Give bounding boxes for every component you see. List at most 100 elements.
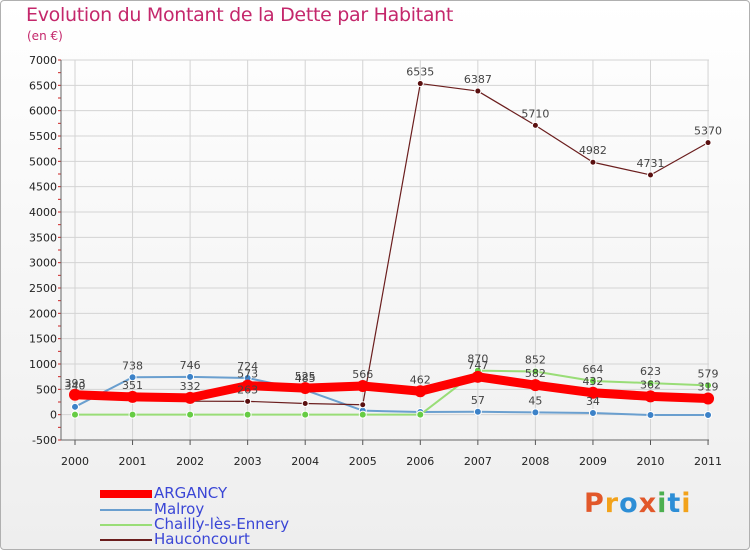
data-label-hauconcourt: 6535 <box>406 66 434 79</box>
y-tick-label: -500 <box>32 434 57 447</box>
data-label-argancy: 351 <box>122 379 143 392</box>
x-tick-label: 2006 <box>406 455 434 468</box>
data-label-hauconcourt: 5710 <box>521 107 549 120</box>
data-label-malroy: 724 <box>237 360 258 373</box>
y-tick-label: 7000 <box>29 54 57 67</box>
chart-title: Evolution du Montant de la Dette par Hab… <box>26 4 454 26</box>
data-point-hauconcourt <box>244 397 252 405</box>
logo-letter: i <box>681 488 692 519</box>
x-tick-label: 2008 <box>521 455 549 468</box>
data-point-malroy <box>531 408 540 417</box>
data-point-argancy <box>586 386 599 399</box>
legend-swatch-argancy <box>100 490 152 498</box>
series-line-malroy <box>74 375 710 417</box>
data-label-argancy: 462 <box>410 373 431 386</box>
data-point-malroy <box>128 373 137 382</box>
legend-label-argancy: ARGANCY <box>154 484 228 502</box>
y-tick-label: 4500 <box>29 181 57 194</box>
data-point-malroy <box>71 402 79 411</box>
data-label-argancy: 573 <box>237 368 258 381</box>
data-label-argancy: 362 <box>640 378 661 391</box>
data-labels: 738 746 724 485 57 45 34 870 852 664 623 579 340 263 6… <box>65 66 723 408</box>
series-line-hauconcourt <box>74 82 709 406</box>
data-point-argancy <box>529 379 542 392</box>
data-point-chailly <box>358 410 367 419</box>
data-point-chailly <box>71 410 79 419</box>
y-tick-label: 2500 <box>29 282 57 295</box>
logo-letter: o <box>619 488 639 519</box>
x-tick-label: 2004 <box>291 455 319 468</box>
data-label-argancy: 747 <box>467 359 488 372</box>
x-tick-label: 2002 <box>176 455 204 468</box>
data-label-hauconcourt: 5370 <box>694 125 722 138</box>
y-tick-label: 2000 <box>29 307 57 320</box>
data-label-malroy: 45 <box>528 394 542 407</box>
data-label-chailly: 870 <box>467 353 488 366</box>
data-label-hauconcourt: 4982 <box>579 144 607 157</box>
y-tick-label: 6000 <box>29 105 57 118</box>
legend-label-malroy: Malroy <box>154 500 205 518</box>
data-point-chailly <box>646 379 655 388</box>
data-point-hauconcourt <box>301 400 309 408</box>
data-label-chailly: 852 <box>525 353 546 366</box>
data-point-malroy <box>186 372 195 381</box>
series-line-argancy <box>70 372 713 404</box>
data-point-argancy <box>241 379 254 392</box>
logo-letter: i <box>657 488 668 519</box>
x-tick-label: 2011 <box>694 455 722 468</box>
data-label-argancy: 432 <box>582 375 603 388</box>
data-label-malroy: 34 <box>586 395 600 408</box>
data-point-hauconcourt <box>474 87 482 95</box>
data-label-argancy: 525 <box>295 370 316 383</box>
x-tick-label: 2003 <box>234 455 262 468</box>
data-point-argancy <box>126 390 139 403</box>
data-point-argancy <box>184 391 197 404</box>
data-point-argancy <box>414 385 427 398</box>
data-label-chailly: 579 <box>698 367 719 380</box>
data-point-malroy <box>646 411 655 420</box>
legend-label-hauconcourt: Hauconcourt <box>154 530 250 548</box>
axes: -500 0 500 1000 1500 2000 2500 3000 3500 4000 4500… <box>29 54 722 468</box>
data-point-hauconcourt <box>589 158 597 166</box>
data-point-chailly <box>416 410 425 419</box>
data-point-chailly <box>243 410 252 419</box>
data-point-chailly <box>588 377 597 386</box>
y-tick-label: 5000 <box>29 155 57 168</box>
data-point-hauconcourt <box>647 171 654 179</box>
data-point-argancy <box>644 390 657 403</box>
y-tick-label: 500 <box>36 383 57 396</box>
data-label-argancy: 582 <box>525 367 546 380</box>
legend-swatch-chailly <box>100 524 152 526</box>
y-tick-label: 1500 <box>29 333 57 346</box>
data-label-argancy: 566 <box>352 368 373 381</box>
x-tick-label: 2007 <box>464 455 492 468</box>
data-point-hauconcourt <box>359 401 367 409</box>
grid <box>61 59 709 441</box>
data-point-chailly <box>301 410 310 419</box>
y-tick-label: 5500 <box>29 130 57 143</box>
data-point-malroy <box>704 411 713 420</box>
legend-swatch-hauconcourt <box>100 539 152 541</box>
data-label-hauconcourt: 6387 <box>464 73 492 86</box>
data-label-hauconcourt: 263 <box>237 383 258 396</box>
data-point-argancy <box>356 379 369 392</box>
data-point-argancy <box>471 370 484 383</box>
data-label-hauconcourt: 4731 <box>637 157 665 170</box>
data-point-hauconcourt <box>704 139 712 147</box>
data-label-chailly: 623 <box>640 365 661 378</box>
data-point-argancy <box>69 388 81 401</box>
y-tick-label: 1000 <box>29 358 57 371</box>
data-point-argancy <box>702 392 715 405</box>
logo-letter: t <box>667 488 682 519</box>
x-tick-label: 2000 <box>61 455 89 468</box>
data-label-argancy: 332 <box>180 380 201 393</box>
data-point-chailly <box>128 410 137 419</box>
data-label-argancy: 393 <box>65 377 86 390</box>
x-tick-label: 2009 <box>579 455 607 468</box>
y-tick-label: 3000 <box>29 257 57 270</box>
data-point-chailly <box>531 367 540 376</box>
data-point-malroy <box>473 407 482 416</box>
logo-letter: x <box>638 488 658 519</box>
data-label-malroy: 746 <box>180 359 201 372</box>
